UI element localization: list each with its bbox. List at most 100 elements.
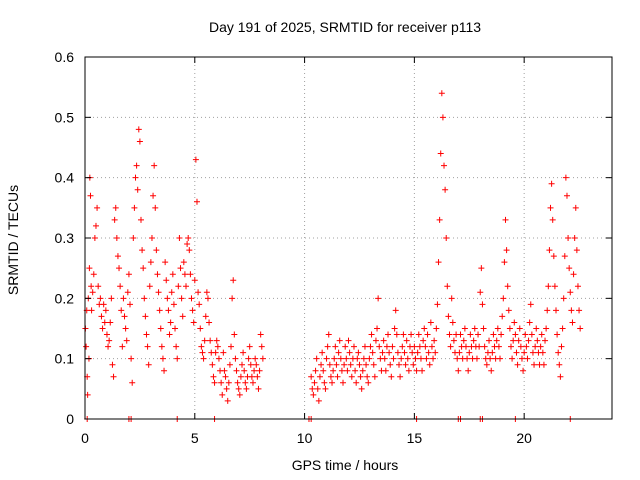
data-point bbox=[446, 331, 453, 338]
data-point bbox=[405, 367, 412, 374]
data-point bbox=[136, 138, 143, 145]
data-point bbox=[441, 162, 448, 169]
data-point bbox=[514, 361, 521, 368]
data-point bbox=[517, 343, 524, 350]
data-point bbox=[329, 379, 336, 386]
data-point bbox=[118, 307, 125, 314]
data-point bbox=[151, 162, 158, 169]
data-point bbox=[100, 301, 107, 308]
data-point bbox=[210, 373, 217, 380]
data-point bbox=[504, 283, 511, 290]
data-point bbox=[363, 361, 370, 368]
data-point bbox=[382, 367, 389, 374]
data-point bbox=[449, 319, 456, 326]
data-point bbox=[191, 277, 198, 284]
data-point bbox=[172, 325, 179, 332]
data-point bbox=[436, 216, 443, 223]
data-point bbox=[121, 313, 128, 320]
data-point bbox=[369, 349, 376, 356]
data-point bbox=[137, 216, 144, 223]
data-point bbox=[222, 373, 229, 380]
data-point bbox=[566, 265, 573, 272]
data-point bbox=[394, 349, 401, 356]
data-point bbox=[91, 235, 98, 241]
data-point bbox=[424, 331, 431, 338]
data-point bbox=[460, 337, 467, 344]
data-point bbox=[154, 271, 161, 278]
data-point bbox=[220, 349, 227, 356]
data-point bbox=[512, 331, 519, 338]
data-point bbox=[148, 235, 155, 241]
data-point bbox=[129, 379, 136, 386]
data-point bbox=[108, 295, 115, 302]
data-point bbox=[235, 385, 242, 392]
y-tick-label: 0.6 bbox=[55, 49, 75, 65]
data-point bbox=[423, 355, 430, 362]
data-point bbox=[576, 307, 583, 314]
data-point bbox=[473, 355, 480, 362]
data-point bbox=[125, 271, 132, 278]
data-point bbox=[197, 325, 204, 332]
data-point bbox=[432, 349, 439, 356]
data-point bbox=[343, 355, 350, 362]
data-point bbox=[455, 367, 462, 374]
data-point bbox=[532, 343, 539, 350]
data-point bbox=[242, 379, 249, 386]
data-point bbox=[215, 355, 222, 362]
data-point bbox=[434, 301, 441, 308]
data-point bbox=[127, 301, 134, 308]
data-point bbox=[320, 367, 327, 374]
data-point bbox=[319, 349, 326, 356]
data-point bbox=[417, 355, 424, 362]
data-point bbox=[526, 319, 533, 326]
data-point bbox=[408, 331, 415, 338]
data-point bbox=[433, 325, 440, 332]
data-point bbox=[113, 235, 120, 241]
data-point bbox=[211, 379, 218, 386]
data-point bbox=[426, 361, 433, 368]
data-point bbox=[487, 355, 494, 362]
data-point bbox=[258, 343, 265, 350]
data-point bbox=[234, 379, 241, 386]
data-point bbox=[521, 349, 528, 356]
data-point bbox=[550, 253, 557, 260]
data-point bbox=[476, 343, 483, 350]
data-point bbox=[334, 373, 341, 380]
data-point bbox=[130, 235, 137, 241]
data-point bbox=[213, 337, 220, 344]
data-point bbox=[577, 325, 584, 332]
data-point bbox=[392, 307, 399, 314]
data-point bbox=[503, 247, 510, 254]
data-point bbox=[214, 343, 221, 350]
data-point bbox=[571, 235, 578, 241]
data-point bbox=[379, 349, 386, 356]
data-point bbox=[544, 307, 551, 314]
data-point bbox=[251, 367, 258, 374]
data-point bbox=[533, 325, 540, 332]
y-tick-label: 0.4 bbox=[55, 170, 75, 186]
y-tick-label: 0.2 bbox=[55, 290, 75, 306]
data-point bbox=[560, 295, 567, 302]
data-point bbox=[413, 367, 420, 374]
data-point bbox=[540, 361, 547, 368]
data-point bbox=[195, 289, 202, 296]
data-point bbox=[122, 325, 129, 332]
data-point bbox=[356, 361, 363, 368]
data-point bbox=[344, 367, 351, 374]
data-point bbox=[488, 367, 495, 374]
data-point bbox=[134, 186, 141, 193]
data-point bbox=[442, 186, 449, 193]
data-point bbox=[516, 325, 523, 332]
x-axis-label: GPS time / hours bbox=[292, 457, 399, 473]
data-point bbox=[106, 337, 113, 344]
y-tick-label: 0.1 bbox=[55, 351, 75, 367]
x-tick-label: 5 bbox=[191, 430, 199, 446]
data-point bbox=[311, 379, 318, 386]
data-point bbox=[143, 331, 150, 338]
data-point bbox=[478, 265, 485, 272]
data-point bbox=[397, 373, 404, 380]
data-point bbox=[425, 349, 432, 356]
data-point bbox=[183, 283, 190, 290]
data-point bbox=[546, 247, 553, 254]
data-point bbox=[396, 361, 403, 368]
